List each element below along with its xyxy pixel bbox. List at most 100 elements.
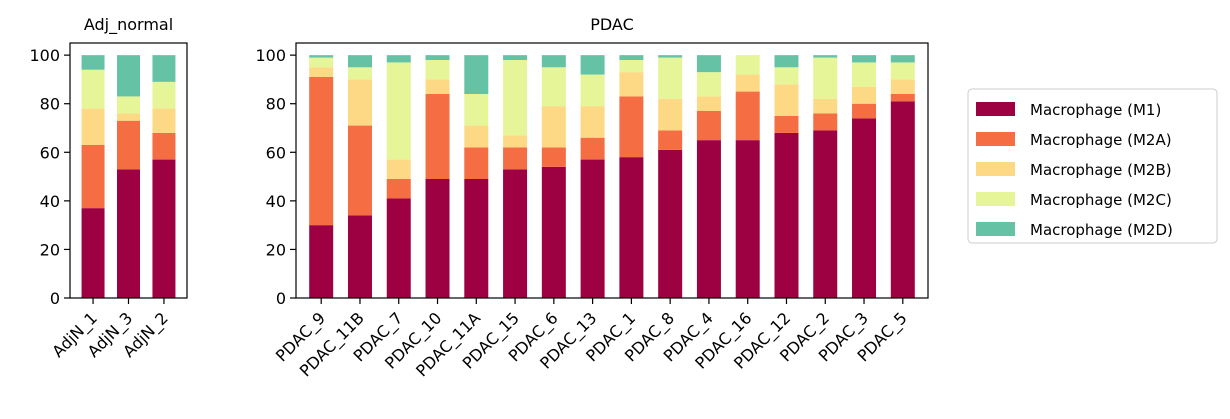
bar-adjn-3-macrophage-m2b: [117, 113, 140, 121]
legend: Macrophage (M1) Macrophage (M2A) Macrophag…: [967, 88, 1218, 244]
bar-pdac-16-macrophage-m1: [735, 140, 760, 298]
y-tick-label: 0: [276, 289, 286, 308]
y-tick-label: 80: [266, 95, 286, 114]
bar-adjn-3-macrophage-m2a: [117, 120, 140, 170]
y-tick-label: 100: [29, 46, 60, 65]
bar-pdac-4-macrophage-m2c: [696, 72, 721, 97]
y-tick-label: 80: [40, 95, 60, 114]
bar-pdac-12-macrophage-m2d: [774, 55, 799, 68]
bar-pdac-1-macrophage-m2d: [619, 55, 644, 60]
bar-adjn-2-macrophage-m2a: [152, 132, 176, 160]
bar-pdac-8-macrophage-m2c: [658, 57, 683, 99]
bar-pdac-16-macrophage-m2a: [735, 91, 760, 141]
bar-pdac-9-macrophage-m2b: [309, 67, 334, 77]
y-tick-label: 0: [50, 289, 60, 308]
bar-adjn-3-macrophage-m2c: [117, 96, 140, 114]
bar-pdac-10-macrophage-m2a: [425, 94, 450, 179]
bar-pdac-3-macrophage-m1: [852, 118, 877, 298]
bar-pdac-3-macrophage-m2c: [852, 62, 877, 87]
bar-pdac-10-macrophage-m2d: [425, 55, 450, 60]
bar-pdac-8-macrophage-m2a: [658, 130, 683, 150]
bar-pdac-2-macrophage-m2a: [813, 113, 838, 131]
y-tick-label: 60: [266, 143, 286, 162]
bar-pdac-13-macrophage-m1: [580, 159, 605, 298]
bar-pdac-5-macrophage-m2b: [890, 79, 915, 94]
bar-pdac-8-macrophage-m1: [658, 149, 683, 298]
bar-adjn-2-macrophage-m2b: [152, 108, 176, 133]
y-tick-label: 40: [266, 192, 286, 211]
bar-pdac-12-macrophage-m2b: [774, 84, 799, 116]
bar-pdac-9-macrophage-m2c: [309, 57, 334, 68]
bar-pdac-15-macrophage-m2d: [503, 55, 528, 60]
bar-pdac-2-macrophage-m2b: [813, 98, 838, 114]
bar-pdac-4-macrophage-m2b: [696, 96, 721, 111]
legend-swatch-macrophage-m2d: [976, 222, 1015, 236]
bar-pdac-7-macrophage-m2d: [386, 55, 411, 63]
bar-pdac-8-macrophage-m2d: [658, 55, 683, 58]
bar-pdac-5-macrophage-m2d: [890, 55, 915, 63]
bar-pdac-6-macrophage-m1: [541, 166, 566, 298]
legend-label-macrophage-m2c: Macrophage (M2C): [1030, 191, 1172, 209]
bar-pdac-10-macrophage-m2c: [425, 60, 450, 80]
bar-pdac-1-macrophage-m2c: [619, 60, 644, 73]
y-tick-label: 100: [255, 46, 286, 65]
legend-swatch-macrophage-m2a: [976, 132, 1015, 146]
legend-label-macrophage-m2a: Macrophage (M2A): [1030, 131, 1172, 149]
bar-pdac-5-macrophage-m2a: [890, 94, 915, 102]
bar-pdac-13-macrophage-m2c: [580, 74, 605, 107]
bar-pdac-5-macrophage-m2c: [890, 62, 915, 80]
bar-pdac-7-macrophage-m2b: [386, 159, 411, 179]
bar-pdac-11b-macrophage-m2c: [347, 67, 372, 80]
bar-pdac-3-macrophage-m2a: [852, 103, 877, 119]
bar-pdac-11a-macrophage-m1: [464, 179, 489, 298]
bar-pdac-11b-macrophage-m2d: [347, 55, 372, 68]
bar-pdac-10-macrophage-m1: [425, 179, 450, 298]
bar-pdac-16-macrophage-m2b: [735, 74, 760, 92]
bar-adjn-3-macrophage-m2d: [117, 55, 140, 97]
chart-pdac: 020406080100PDAC_9PDAC_11BPDAC_7PDAC_10P…: [255, 15, 929, 381]
bar-pdac-6-macrophage-m2a: [541, 147, 566, 167]
bar-pdac-4-macrophage-m2d: [696, 55, 721, 73]
bar-pdac-11b-macrophage-m1: [347, 215, 372, 298]
legend-label-macrophage-m1: Macrophage (M1): [1030, 101, 1161, 119]
bar-pdac-2-macrophage-m2c: [813, 57, 838, 99]
bar-adjn-2-macrophage-m2c: [152, 81, 176, 109]
legend-swatch-macrophage-m2c: [976, 192, 1015, 206]
bar-pdac-11b-macrophage-m2b: [347, 79, 372, 126]
bar-pdac-13-macrophage-m2b: [580, 106, 605, 138]
bar-pdac-8-macrophage-m2b: [658, 98, 683, 131]
bar-pdac-15-macrophage-m2b: [503, 135, 528, 148]
bar-pdac-6-macrophage-m2d: [541, 55, 566, 68]
bar-pdac-2-macrophage-m1: [813, 130, 838, 298]
chart-title: PDAC: [590, 15, 634, 34]
y-tick-label: 20: [266, 240, 286, 259]
legend-swatch-macrophage-m1: [976, 102, 1015, 116]
bar-pdac-12-macrophage-m2a: [774, 115, 799, 133]
bar-pdac-13-macrophage-m2a: [580, 137, 605, 160]
bar-pdac-3-macrophage-m2d: [852, 55, 877, 63]
legend-swatch-macrophage-m2b: [976, 162, 1015, 176]
bar-pdac-12-macrophage-m1: [774, 132, 799, 298]
plot-frame: [295, 42, 929, 299]
bar-pdac-16-macrophage-m2c: [735, 55, 760, 75]
bar-adjn-1-macrophage-m2a: [81, 145, 105, 209]
bar-adjn-2-macrophage-m1: [152, 159, 176, 298]
bar-pdac-2-macrophage-m2d: [813, 55, 838, 58]
bar-pdac-15-macrophage-m1: [503, 169, 528, 298]
bar-pdac-7-macrophage-m2a: [386, 179, 411, 199]
chart-title: Adj_normal: [84, 15, 173, 35]
legend-label-macrophage-m2d: Macrophage (M2D): [1030, 221, 1173, 239]
bar-pdac-9-macrophage-m1: [309, 225, 334, 298]
y-tick-label: 20: [40, 240, 60, 259]
y-tick-label: 40: [40, 192, 60, 211]
legend-label-macrophage-m2b: Macrophage (M2B): [1030, 161, 1172, 179]
bar-pdac-11b-macrophage-m2a: [347, 125, 372, 216]
bar-pdac-9-macrophage-m2d: [309, 55, 334, 58]
bar-pdac-11a-macrophage-m2a: [464, 147, 489, 179]
bar-adjn-1-macrophage-m2b: [81, 108, 105, 145]
y-tick-label: 60: [40, 143, 60, 162]
legend-box: [967, 88, 1218, 244]
bar-adjn-2-macrophage-m2d: [152, 55, 176, 82]
